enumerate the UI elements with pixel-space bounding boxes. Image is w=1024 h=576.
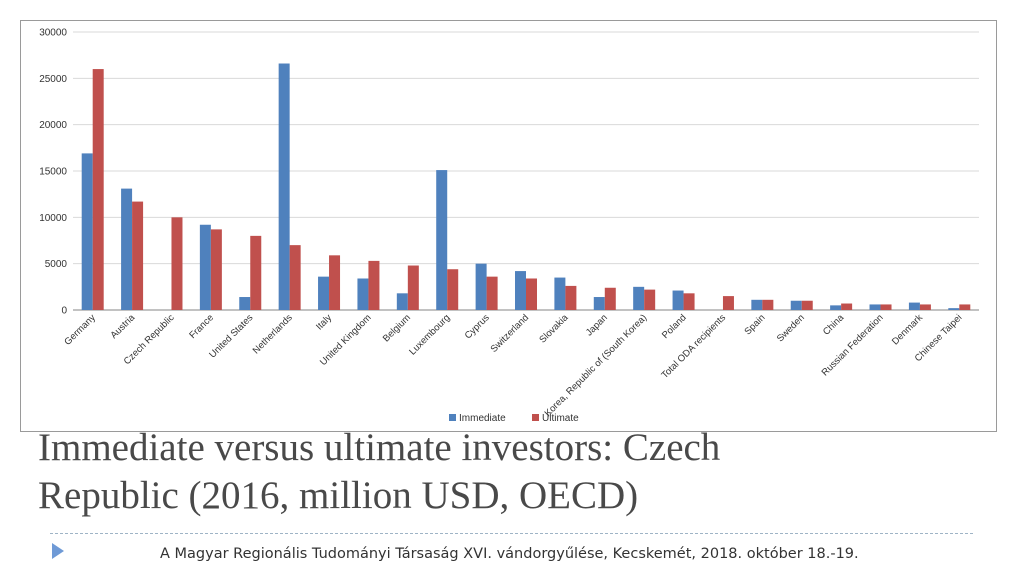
y-tick-label: 5000 xyxy=(45,259,68,270)
bar-immediate-22 xyxy=(948,308,960,310)
bar-ultimate-7 xyxy=(368,260,380,310)
chart-frame: 0 5000 10000 15000 20000 25000 30000 Germany Aus… xyxy=(20,20,997,432)
y-tick-label: 25000 xyxy=(39,74,67,85)
bar-ultimate-21 xyxy=(919,304,931,310)
x-category-label: Belgium xyxy=(381,312,413,344)
y-tick-label: 0 xyxy=(61,306,67,317)
bar-immediate-15 xyxy=(672,290,684,310)
slide-title: Immediate versus ultimate investors: Cze… xyxy=(38,424,998,520)
bar-ultimate-12 xyxy=(565,285,577,310)
x-category-label: Slovakia xyxy=(537,312,571,346)
x-category-label: France xyxy=(187,312,216,341)
bar-ultimate-22 xyxy=(959,304,971,310)
bar-immediate-13 xyxy=(593,297,605,310)
x-category-label: Netherlands xyxy=(251,312,295,356)
bar-ultimate-2 xyxy=(171,217,183,310)
x-category-label: Luxembourg xyxy=(407,312,452,357)
slide-title-line-1: Immediate versus ultimate investors: Cze… xyxy=(38,426,721,469)
y-tick-label: 30000 xyxy=(39,28,67,39)
bar-ultimate-18 xyxy=(801,300,813,310)
bar-ultimate-11 xyxy=(526,278,537,310)
legend-label-ultimate: Ultimate xyxy=(542,413,579,424)
x-category-label: Denmark xyxy=(890,312,925,347)
x-category-label: Germany xyxy=(62,312,98,348)
y-tick-label: 15000 xyxy=(39,167,67,178)
bar-immediate-17 xyxy=(751,299,763,310)
footer-divider xyxy=(50,533,973,534)
bar-ultimate-8 xyxy=(407,265,419,310)
bar-ultimate-5 xyxy=(289,245,301,310)
x-category-label: Cyprus xyxy=(463,312,492,341)
x-category-label: Austria xyxy=(109,312,138,341)
bar-immediate-5 xyxy=(278,63,290,310)
x-category-label: Switzerland xyxy=(489,312,532,355)
bar-ultimate-3 xyxy=(210,229,222,310)
bar-ultimate-9 xyxy=(447,269,459,310)
legend-swatch-immediate xyxy=(449,414,456,421)
bar-immediate-7 xyxy=(357,278,369,310)
bar-immediate-14 xyxy=(633,286,645,310)
bar-immediate-9 xyxy=(436,170,448,310)
bar-ultimate-0 xyxy=(92,69,104,310)
triangle-right-icon xyxy=(52,543,64,559)
legend-label-immediate: Immediate xyxy=(459,413,506,424)
bar-immediate-6 xyxy=(318,276,330,310)
bar-ultimate-1 xyxy=(132,201,144,310)
y-tick-label: 20000 xyxy=(39,120,67,131)
bar-immediate-20 xyxy=(869,304,881,310)
bar-immediate-8 xyxy=(396,293,408,310)
bar-ultimate-13 xyxy=(604,287,616,310)
bar-ultimate-10 xyxy=(486,276,498,310)
bar-immediate-21 xyxy=(908,302,920,310)
bar-immediate-0 xyxy=(81,153,93,310)
footer-text: A Magyar Regionális Tudományi Társaság X… xyxy=(160,546,859,562)
x-category-label: Spain xyxy=(742,312,767,337)
bar-immediate-4 xyxy=(239,297,251,310)
x-category-label: Poland xyxy=(660,312,689,341)
y-tick-label: 10000 xyxy=(39,213,67,224)
x-category-label: Japan xyxy=(584,312,610,338)
slide-title-line-2: Republic (2016, million USD, OECD) xyxy=(38,474,639,517)
bar-ultimate-15 xyxy=(683,293,695,310)
bar-ultimate-6 xyxy=(329,255,341,310)
bar-ultimate-4 xyxy=(250,235,262,310)
bar-ultimate-20 xyxy=(880,304,892,310)
bar-immediate-3 xyxy=(199,224,211,310)
bar-immediate-19 xyxy=(830,305,842,310)
bar-immediate-12 xyxy=(554,277,566,310)
x-category-label: Sweden xyxy=(775,312,807,344)
bar-immediate-1 xyxy=(121,188,133,310)
bar-immediate-10 xyxy=(475,263,487,310)
bar-ultimate-17 xyxy=(762,299,774,310)
x-category-label: Italy xyxy=(314,312,334,332)
bar-ultimate-16 xyxy=(722,296,734,310)
bar-ultimate-19 xyxy=(841,303,853,310)
bar-immediate-18 xyxy=(790,300,802,310)
legend-swatch-ultimate xyxy=(532,414,539,421)
x-category-label: China xyxy=(821,312,847,338)
bar-immediate-11 xyxy=(515,271,526,310)
bar-chart: 0 5000 10000 15000 20000 25000 30000 Germany Aus… xyxy=(39,28,979,424)
bar-ultimate-14 xyxy=(644,289,656,310)
